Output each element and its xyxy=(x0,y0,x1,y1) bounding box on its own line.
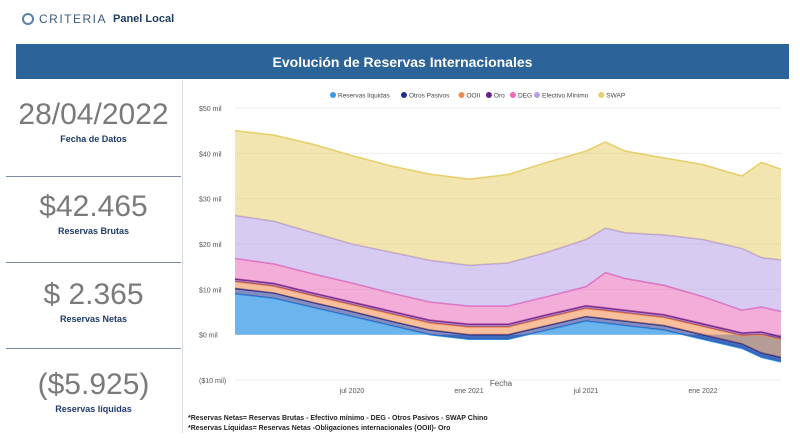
kpi-column: 28/04/2022 Fecha de Datos $42.465 Reserv… xyxy=(0,80,182,433)
y-tick-label-6: $50 mil xyxy=(199,106,222,113)
chart-area: ($10 mil) $0 mil $10 mil $20 mil $30 mil $40 … xyxy=(182,80,790,433)
legend-marker-ooii xyxy=(458,92,465,98)
kpi-liquidas-label: Reservas líquidas xyxy=(55,404,132,414)
line-swap xyxy=(234,129,782,181)
area-swap[interactable] xyxy=(235,130,781,266)
kpi-fecha-value: 28/04/2022 xyxy=(18,98,169,131)
chart-title: Evolución de Reservas Internacionales xyxy=(272,53,533,70)
y-tick-label-5: $40 mil xyxy=(199,151,222,158)
legend-label-ooii[interactable]: OOII xyxy=(467,93,481,100)
kpi-netas-label: Reservas Netas xyxy=(59,314,128,324)
logo-ring-icon xyxy=(22,13,34,25)
criteria-logo: CRITERIA xyxy=(22,12,107,26)
x-tick-label-2: jul 2021 xyxy=(573,388,599,395)
brand-name: CRITERIA xyxy=(39,12,108,26)
footnotes: *Reservas Netas= Reservas Brutas - Efect… xyxy=(188,414,488,434)
kpi-fecha-card: 28/04/2022 Fecha de Datos xyxy=(6,98,181,177)
footnote-reservas-liquidas: *Reservas Líquidas= Reservas Netas -Obli… xyxy=(188,425,451,432)
y-axis-ticks: ($10 mil) $0 mil $10 mil $20 mil $30 mil $40 … xyxy=(199,106,226,385)
legend-marker-swap xyxy=(598,92,605,98)
legend-label-reservas-l-quidas[interactable]: Reservas líquidas xyxy=(338,93,390,100)
kpi-netas-value: $ 2.365 xyxy=(43,278,144,311)
legend-label-oro[interactable]: Oro xyxy=(494,93,505,100)
legend-marker-efectivo-m-nimo xyxy=(534,92,540,98)
kpi-fecha-label: Fecha de Datos xyxy=(60,134,127,144)
area-deg[interactable] xyxy=(235,258,781,337)
x-tick-label-0: jul 2020 xyxy=(339,388,365,395)
panel-title: Panel Local xyxy=(113,13,175,25)
legend-marker-deg xyxy=(509,92,516,98)
kpi-liquidas-value: ($5.925) xyxy=(37,368,150,401)
legend-label-deg[interactable]: DEG xyxy=(518,93,532,100)
y-tick-label-1: $0 mil xyxy=(199,333,218,340)
legend-marker-reservas-l-quidas xyxy=(330,92,336,98)
chart-title-bar: Evolución de Reservas Internacionales xyxy=(16,44,789,79)
y-tick-label-3: $20 mil xyxy=(199,242,222,249)
legend-label-swap[interactable]: SWAP xyxy=(606,93,625,100)
kpi-liquidas-card: ($5.925) Reservas líquidas xyxy=(6,368,181,432)
y-tick-label-2: $10 mil xyxy=(199,287,222,294)
x-tick-label-3: ene 2022 xyxy=(688,388,717,395)
chart-legend: Reservas líquidas Otros Pasivos OOII Oro DEG… xyxy=(330,92,625,100)
x-axis-ticks: jul 2020 ene 2021 jul 2021 ene 2022 xyxy=(339,388,718,395)
area-reservas-l-quidas[interactable] xyxy=(235,293,781,362)
kpi-netas-card: $ 2.365 Reservas Netas xyxy=(6,278,181,349)
kpi-brutas-label: Reservas Brutas xyxy=(57,226,130,236)
kpi-brutas-value: $42.465 xyxy=(39,190,148,223)
legend-label-otros-pasivos[interactable]: Otros Pasivos xyxy=(409,93,450,100)
y-tick-label-4: $30 mil xyxy=(199,197,222,204)
kpi-brutas-card: $42.465 Reservas Brutas xyxy=(6,190,181,263)
y-tick-label-0: ($10 mil) xyxy=(199,378,226,385)
legend-marker-otros-pasivos xyxy=(400,92,407,98)
x-tick-label-1: ene 2021 xyxy=(454,388,483,395)
reserves-area-chart: ($10 mil) $0 mil $10 mil $20 mil $30 mil $40 … xyxy=(199,92,782,395)
top-bar: CRITERIA Panel Local xyxy=(0,0,800,40)
legend-marker-oro xyxy=(485,92,492,98)
area-series xyxy=(234,129,782,363)
x-axis-title: Fecha xyxy=(490,379,513,388)
legend-label-efectivo-m-nimo[interactable]: Efectivo Mínimo xyxy=(542,93,589,100)
footnote-reservas-netas: *Reservas Netas= Reservas Brutas - Efect… xyxy=(188,415,488,422)
